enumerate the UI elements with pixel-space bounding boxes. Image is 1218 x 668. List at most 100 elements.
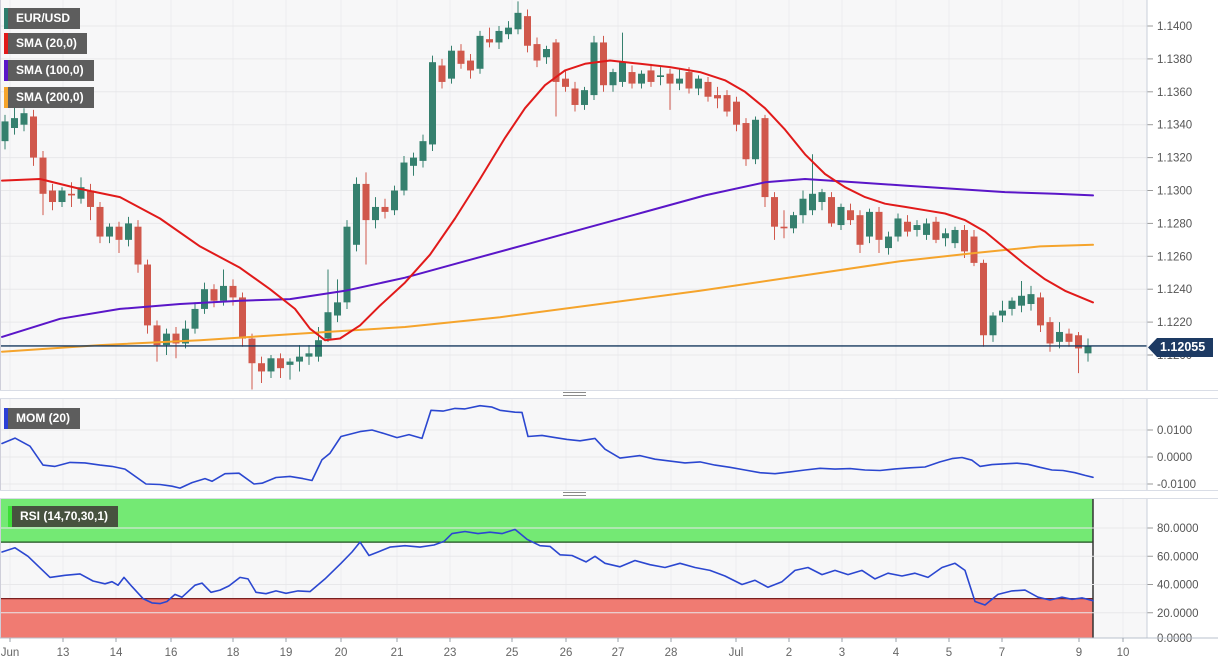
mom-line <box>1 404 1094 489</box>
candle <box>818 192 826 203</box>
candle <box>790 215 797 229</box>
x-tick-label: 26 <box>560 647 573 659</box>
candle <box>514 12 522 30</box>
rsi-label: RSI (14,70,30,1) <box>20 509 109 523</box>
symbol-legend-chip[interactable]: EUR/USD <box>4 8 81 29</box>
sma100-label: SMA (100,0) <box>16 63 84 77</box>
x-tick-label: 7 <box>999 647 1005 659</box>
candle <box>999 310 1006 316</box>
main-mom-panel-divider[interactable] <box>0 390 1218 399</box>
sma20-line <box>1 59 1094 342</box>
candle <box>847 210 854 221</box>
mom-rsi-panel-divider[interactable] <box>0 490 1218 499</box>
candle <box>296 356 303 362</box>
candle <box>600 42 607 86</box>
candle <box>695 78 702 89</box>
candle <box>381 206 389 212</box>
candle <box>628 72 636 84</box>
candle <box>144 264 151 326</box>
candle <box>210 289 218 301</box>
price-tick-label: 1.1240 <box>1157 284 1192 296</box>
price-tick-label: 1.1220 <box>1157 317 1192 329</box>
candle <box>467 60 474 71</box>
candle <box>809 193 816 211</box>
candle <box>742 123 750 160</box>
candle <box>856 215 864 245</box>
candle <box>87 190 94 207</box>
candle <box>172 333 180 344</box>
x-tick-label: 13 <box>57 647 70 659</box>
candle <box>543 49 550 58</box>
candle <box>353 183 360 245</box>
candle <box>638 73 645 84</box>
candle <box>1046 322 1054 344</box>
mom-legend-chip[interactable]: MOM (20) <box>4 408 80 429</box>
price-tick-label: 1.1300 <box>1157 186 1192 198</box>
candle <box>229 285 237 298</box>
candle <box>11 118 18 128</box>
sma20-legend-chip[interactable]: SMA (20,0) <box>4 33 87 54</box>
candle <box>771 197 778 227</box>
x-tick-label: Jun <box>1 647 20 659</box>
candle <box>334 302 341 316</box>
main-panel-bg <box>0 0 1147 390</box>
candle <box>932 221 940 240</box>
candle <box>486 39 493 43</box>
candle <box>96 206 104 237</box>
candle <box>533 44 541 61</box>
candle <box>153 325 161 346</box>
candle <box>704 81 712 97</box>
candle <box>666 73 674 84</box>
candle <box>980 262 987 336</box>
drag-handle-icon[interactable] <box>563 392 586 398</box>
mom-tick-label: -0.0100 <box>1157 479 1196 491</box>
x-tick-label: 25 <box>506 647 519 659</box>
current-price-badge: 1.12055 <box>1148 338 1214 357</box>
sma200-label: SMA (200,0) <box>16 90 84 104</box>
candle <box>1037 297 1044 326</box>
candle <box>201 289 208 309</box>
candle <box>581 90 588 105</box>
candle <box>457 50 465 64</box>
sma100-legend-chip[interactable]: SMA (100,0) <box>4 60 94 81</box>
x-tick-label: 27 <box>612 647 625 659</box>
x-tick-label: 18 <box>227 647 240 659</box>
candle <box>961 229 968 252</box>
candle <box>410 157 417 166</box>
x-tick-label: 19 <box>280 647 293 659</box>
sma200-accent-icon <box>4 87 8 108</box>
candle <box>923 223 930 235</box>
candle <box>343 226 351 303</box>
candle <box>1084 345 1092 354</box>
candle <box>676 78 683 84</box>
x-tick-label: 28 <box>665 647 678 659</box>
candle <box>258 363 265 372</box>
candle <box>866 211 873 237</box>
candle <box>714 95 721 99</box>
candle <box>1065 333 1073 342</box>
candle <box>1008 300 1016 309</box>
candle <box>799 198 807 216</box>
candle <box>590 42 598 96</box>
mom-accent-icon <box>4 408 8 429</box>
x-tick-label: 23 <box>444 647 457 659</box>
x-tick-label: 20 <box>335 647 348 659</box>
candle <box>1018 295 1025 306</box>
candle <box>324 312 332 339</box>
rsi-legend-chip[interactable]: RSI (14,70,30,1) <box>8 506 119 527</box>
price-tick-label: 1.1360 <box>1157 87 1192 99</box>
candle <box>657 75 664 77</box>
rsi-tick-label: 20.0000 <box>1157 608 1199 620</box>
candle <box>77 187 85 199</box>
candle <box>115 226 123 240</box>
candle <box>904 221 911 232</box>
x-tick-label: 16 <box>165 647 178 659</box>
price-tick-label: 1.1380 <box>1157 54 1192 66</box>
candle <box>894 218 902 237</box>
drag-handle-icon[interactable] <box>563 492 586 498</box>
candle <box>609 72 617 86</box>
sma200-legend-chip[interactable]: SMA (200,0) <box>4 87 94 108</box>
candle <box>30 116 37 158</box>
candle <box>562 78 569 87</box>
